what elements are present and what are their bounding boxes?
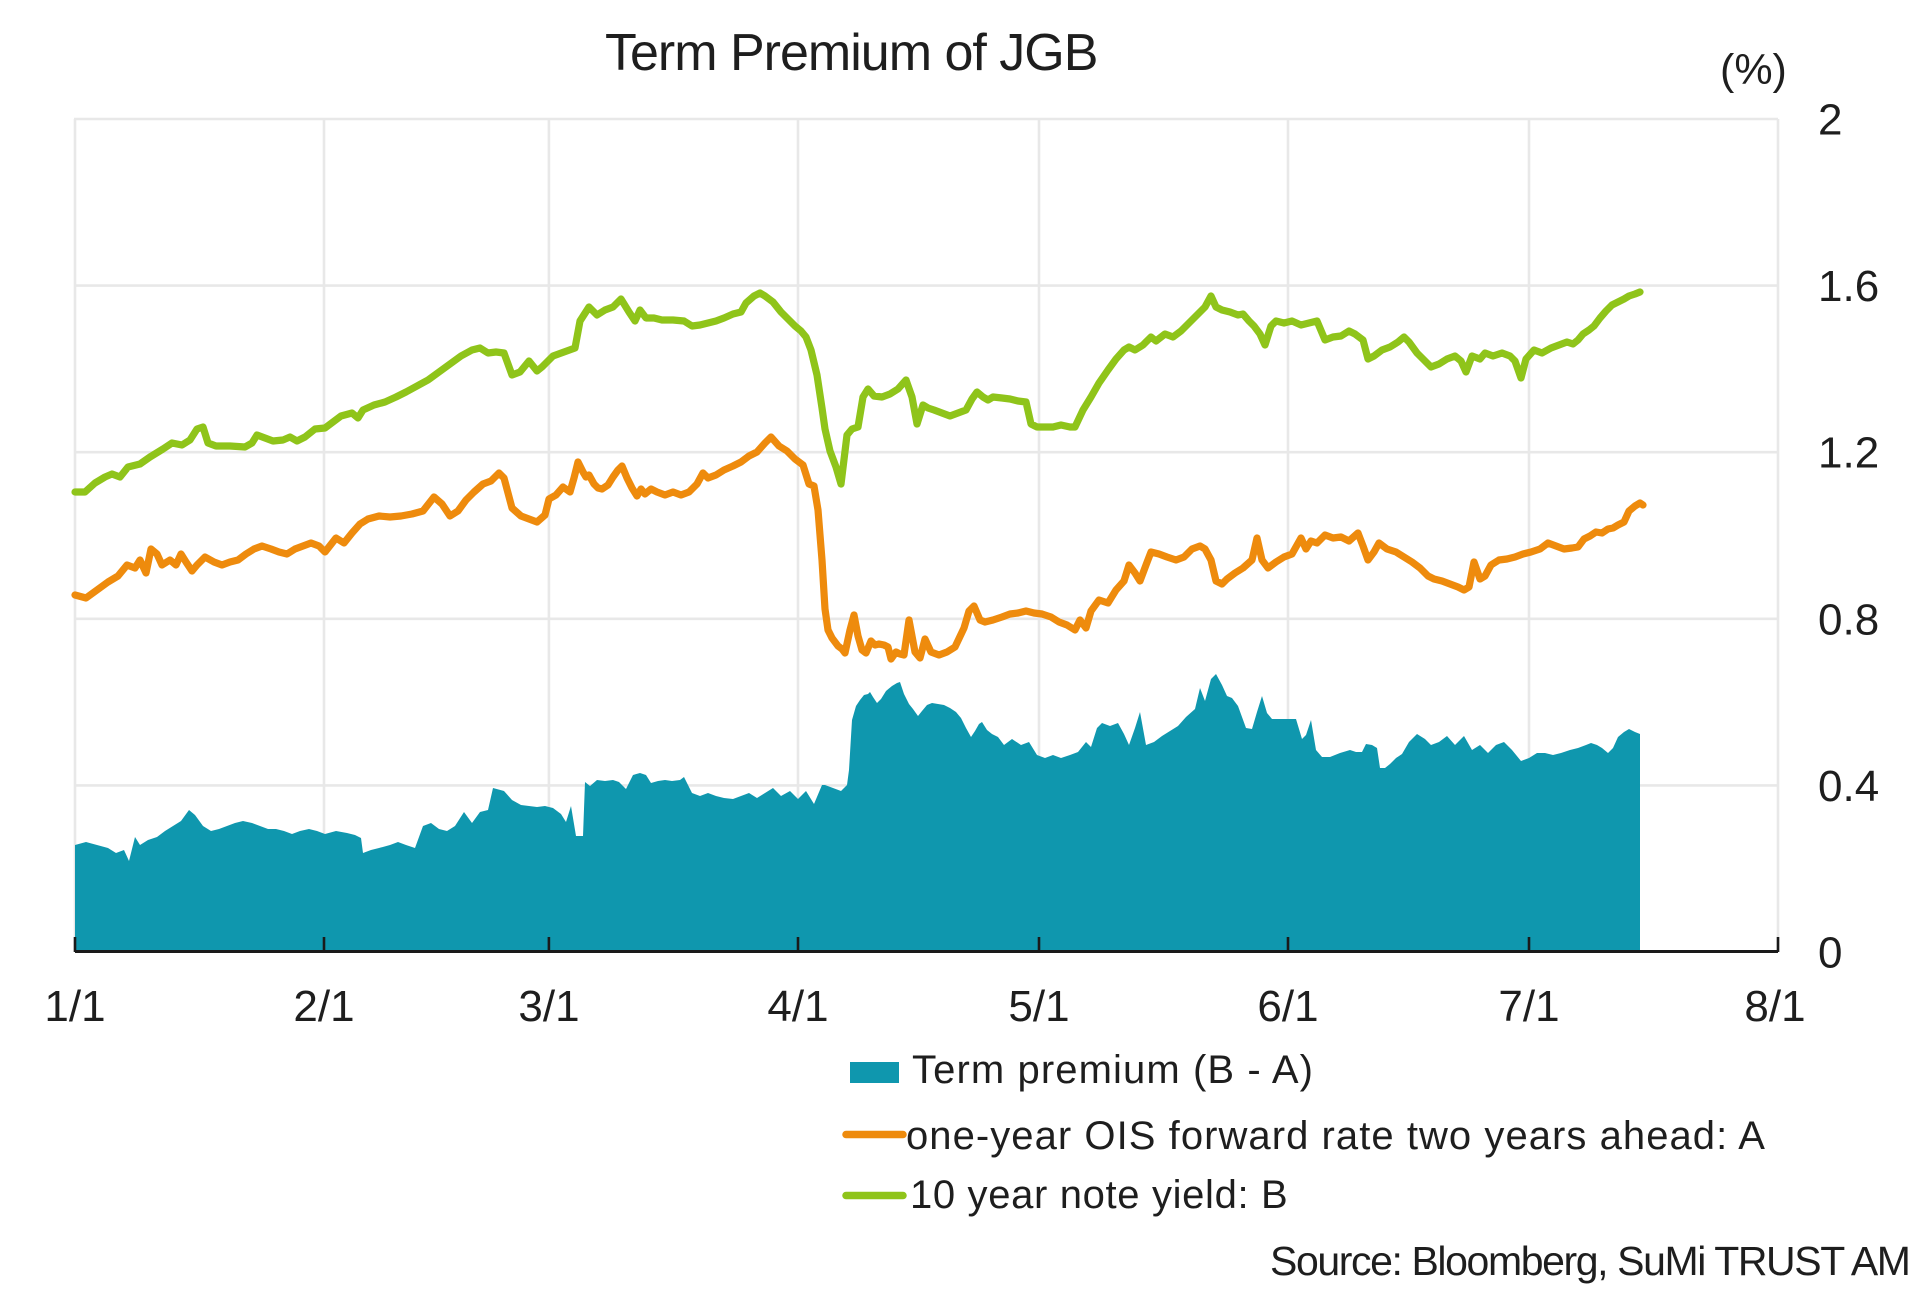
svg-text:10 year note yield: B: 10 year note yield: B — [910, 1173, 1288, 1217]
svg-text:0.4: 0.4 — [1818, 762, 1879, 811]
svg-text:1/1: 1/1 — [44, 982, 105, 1031]
svg-text:8/1: 8/1 — [1744, 982, 1805, 1031]
svg-text:6/1: 6/1 — [1257, 982, 1318, 1031]
svg-text:4/1: 4/1 — [767, 982, 828, 1031]
svg-text:2: 2 — [1818, 96, 1842, 145]
svg-text:(%): (%) — [1720, 46, 1787, 94]
svg-text:5/1: 5/1 — [1008, 982, 1069, 1031]
svg-text:Term Premium of JGB: Term Premium of JGB — [605, 24, 1097, 82]
svg-text:1.6: 1.6 — [1818, 262, 1879, 311]
svg-text:7/1: 7/1 — [1498, 982, 1559, 1031]
svg-text:0.8: 0.8 — [1818, 595, 1879, 644]
svg-text:Source: Bloomberg, SuMi TRUST: Source: Bloomberg, SuMi TRUST AM — [1270, 1238, 1910, 1284]
svg-text:0: 0 — [1818, 929, 1842, 978]
svg-text:one-year OIS forward rate two: one-year OIS forward rate two years ahea… — [906, 1114, 1766, 1158]
svg-text:3/1: 3/1 — [518, 982, 579, 1031]
svg-text:Term premium (B - A): Term premium (B - A) — [912, 1048, 1314, 1092]
svg-text:1.2: 1.2 — [1818, 429, 1879, 478]
svg-text:2/1: 2/1 — [293, 982, 354, 1031]
